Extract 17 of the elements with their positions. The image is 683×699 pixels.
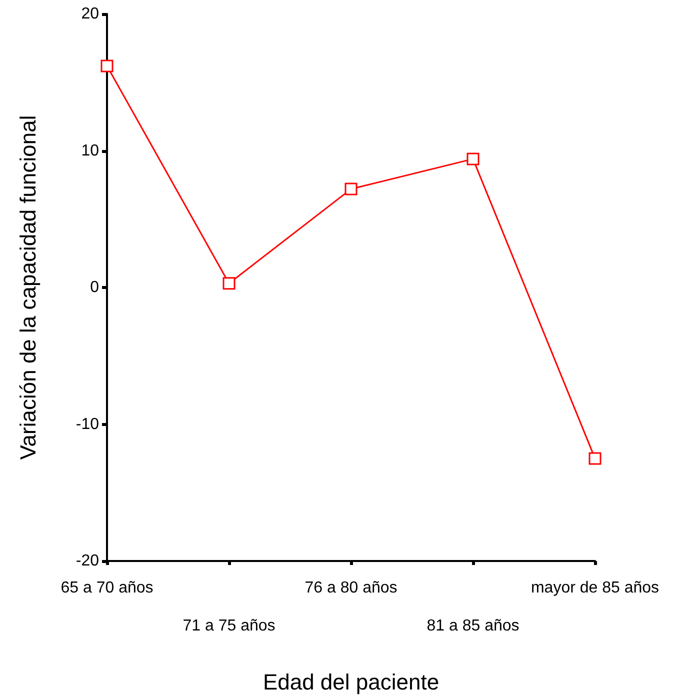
x-axis-title: Edad del paciente (262, 670, 440, 694)
x-tick-label: 71 a 75 años (182, 618, 276, 634)
y-tick-label: -20 (76, 552, 100, 570)
x-tick-label: mayor de 85 años (530, 580, 660, 596)
y-tick-label: 0 (90, 279, 100, 296)
y-tick-label: 10 (81, 142, 100, 160)
point (222, 277, 236, 290)
x-tick-label: 65 a 70 años (60, 580, 154, 596)
point (466, 152, 480, 166)
x-tick-label: 76 a 80 años (304, 580, 398, 596)
point (344, 182, 358, 196)
y-tick-label: 20 (81, 6, 100, 22)
point (588, 452, 602, 465)
point (100, 60, 114, 72)
y-axis-title: Variación de la capacidad funcional (16, 115, 40, 460)
x-tick-label: 81 a 85 años (426, 618, 520, 634)
y-tick-label: -10 (76, 416, 100, 433)
